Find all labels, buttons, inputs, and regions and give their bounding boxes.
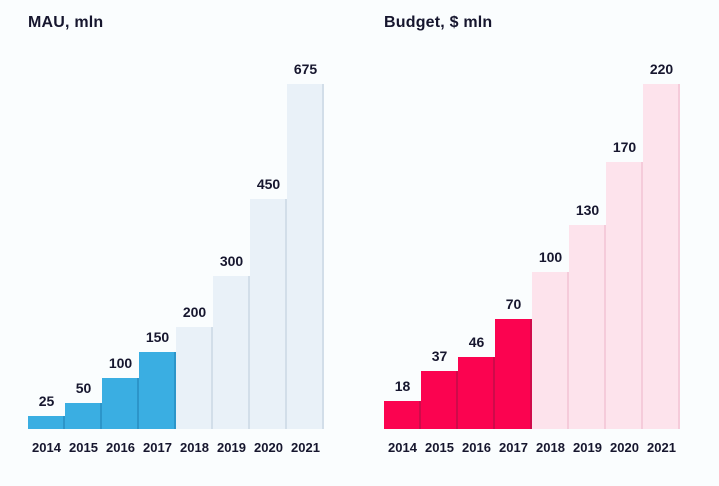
x-axis-mau: 2014 2015 2016 2017 2018 2019 2020 2021	[28, 440, 324, 455]
bar-column-2016: 46	[458, 334, 495, 429]
year-label-2020: 2020	[254, 440, 283, 455]
bar-column-2019: 300	[213, 253, 250, 429]
bar-projected-2018	[532, 272, 569, 429]
bar-value-label: 675	[293, 61, 318, 77]
year-label-2016: 2016	[106, 440, 135, 455]
bar-projected-2019	[569, 225, 606, 429]
bar-column-2021: 675	[287, 61, 324, 429]
bar-value-label: 18	[394, 378, 411, 394]
bar-value-label: 37	[431, 348, 448, 364]
bar-actual-2014	[28, 416, 65, 429]
bar-column-2014: 18	[384, 378, 421, 429]
bar-projected-2019	[213, 276, 250, 429]
bar-value-label: 70	[505, 296, 522, 312]
bar-column-2019: 130	[569, 202, 606, 429]
chart-mau: MAU, mln 25 50 100 150 200 300 450 675 2014 2015…	[28, 12, 324, 486]
year-label-2020: 2020	[610, 440, 639, 455]
bar-projected-2021	[643, 84, 680, 429]
bar-value-label: 170	[612, 139, 637, 155]
bar-value-label: 150	[145, 329, 170, 345]
year-label-2017: 2017	[499, 440, 528, 455]
year-label-2021: 2021	[647, 440, 676, 455]
bar-projected-2021	[287, 84, 324, 429]
year-label-2018: 2018	[536, 440, 565, 455]
year-label-2017: 2017	[143, 440, 172, 455]
bar-actual-2017	[495, 319, 532, 429]
bar-value-label: 25	[38, 393, 55, 409]
plot-area-mau: 25 50 100 150 200 300 450 675	[28, 34, 324, 429]
bar-value-label: 450	[256, 176, 281, 192]
year-label-2018: 2018	[180, 440, 209, 455]
bar-projected-2020	[250, 199, 287, 429]
bar-column-2017: 150	[139, 329, 176, 429]
bar-actual-2016	[102, 378, 139, 429]
bar-column-2020: 450	[250, 176, 287, 429]
x-axis-budget: 2014 2015 2016 2017 2018 2019 2020 2021	[384, 440, 680, 455]
bar-column-2018: 100	[532, 249, 569, 429]
year-label-2015: 2015	[425, 440, 454, 455]
plot-area-budget: 18 37 46 70 100 130 170 220	[384, 34, 680, 429]
year-label-2014: 2014	[388, 440, 417, 455]
bar-column-2017: 70	[495, 296, 532, 429]
bar-actual-2016	[458, 357, 495, 429]
bar-column-2018: 200	[176, 304, 213, 429]
year-label-2019: 2019	[217, 440, 246, 455]
bar-actual-2015	[65, 403, 102, 429]
bar-column-2016: 100	[102, 355, 139, 429]
bar-actual-2014	[384, 401, 421, 429]
bar-value-label: 46	[468, 334, 485, 350]
chart-title-mau: MAU, mln	[28, 14, 104, 31]
bar-value-label: 220	[649, 61, 674, 77]
bar-actual-2015	[421, 371, 458, 429]
year-label-2021: 2021	[291, 440, 320, 455]
bar-column-2020: 170	[606, 139, 643, 429]
bar-column-2021: 220	[643, 61, 680, 429]
bar-value-label: 130	[575, 202, 600, 218]
chart-budget: Budget, $ mln 18 37 46 70 100 130 170 220 2014 2…	[384, 12, 680, 486]
bar-value-label: 100	[108, 355, 133, 371]
bar-column-2015: 37	[421, 348, 458, 429]
bar-actual-2017	[139, 352, 176, 429]
bar-projected-2020	[606, 162, 643, 429]
year-label-2014: 2014	[32, 440, 61, 455]
bar-projected-2018	[176, 327, 213, 429]
bar-column-2015: 50	[65, 380, 102, 429]
chart-title-budget: Budget, $ mln	[384, 14, 493, 31]
bar-value-label: 300	[219, 253, 244, 269]
year-label-2016: 2016	[462, 440, 491, 455]
year-label-2019: 2019	[573, 440, 602, 455]
bar-value-label: 100	[538, 249, 563, 265]
bar-value-label: 200	[182, 304, 207, 320]
bar-column-2014: 25	[28, 393, 65, 429]
year-label-2015: 2015	[69, 440, 98, 455]
bar-value-label: 50	[75, 380, 92, 396]
